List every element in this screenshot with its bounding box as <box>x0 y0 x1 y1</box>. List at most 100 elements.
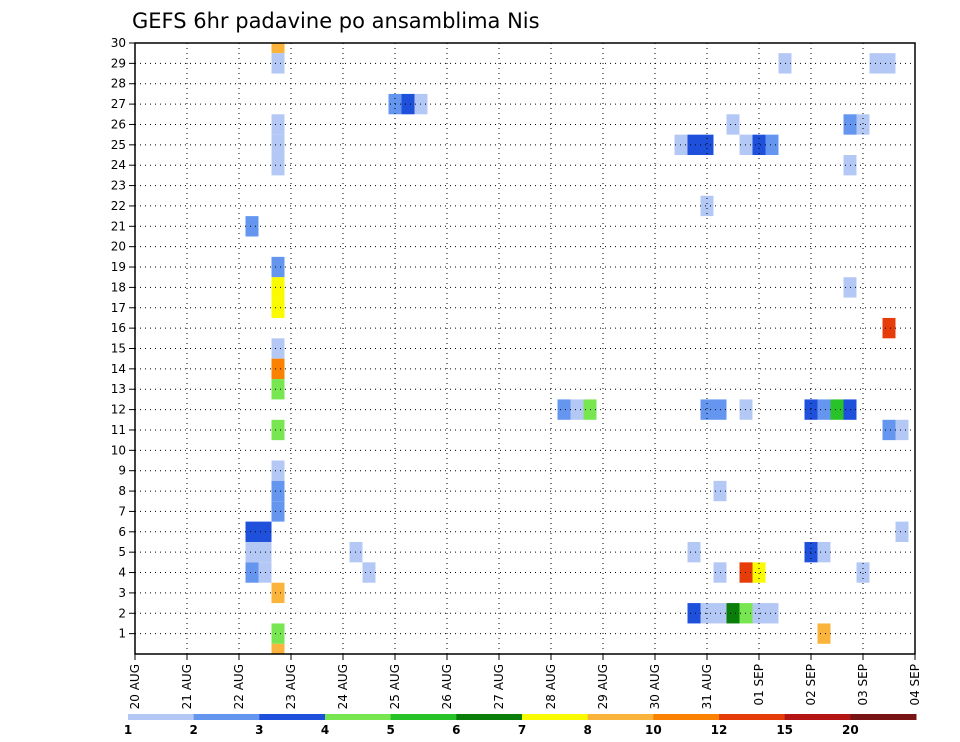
colorbar-swatch <box>587 714 654 720</box>
colorbar-label: 20 <box>842 723 859 737</box>
data-cell <box>271 277 285 298</box>
colorbar-swatch <box>456 714 523 720</box>
x-tick-label: 01 SEP <box>752 664 766 706</box>
y-axis: 1234567891011121314151617181920212223242… <box>111 36 135 641</box>
data-cell <box>765 603 779 624</box>
data-cell <box>687 134 701 156</box>
colorbar-swatch <box>259 714 326 720</box>
colorbar: 1 2 3 4 5 6 7 8 10 12 15 20 <box>124 714 917 737</box>
data-cell <box>271 358 285 380</box>
y-tick-label: 8 <box>118 484 126 498</box>
y-tick-label: 23 <box>111 179 126 193</box>
y-tick-label: 5 <box>118 545 126 559</box>
data-cell <box>271 297 285 318</box>
y-tick-label: 12 <box>111 403 126 417</box>
colorbar-label: 4 <box>321 723 329 737</box>
data-cells <box>245 43 909 654</box>
data-cell <box>830 399 844 420</box>
data-cell <box>882 419 896 441</box>
data-cell <box>362 562 376 583</box>
y-tick-label: 11 <box>111 423 126 437</box>
y-tick-label: 18 <box>111 280 126 294</box>
data-cell <box>271 53 285 74</box>
y-tick-label: 27 <box>111 97 126 111</box>
x-tick-label: 29 AUG <box>596 664 610 709</box>
y-tick-label: 26 <box>111 117 126 131</box>
data-cell <box>726 114 740 135</box>
y-tick-label: 28 <box>111 77 126 91</box>
x-tick-label: 24 AUG <box>336 664 350 709</box>
y-tick-label: 1 <box>118 627 126 641</box>
colorbar-label: 1 <box>124 723 132 737</box>
data-cell <box>687 603 701 624</box>
colorbar-swatch <box>390 714 457 720</box>
data-cell <box>856 562 870 583</box>
data-cell <box>557 399 571 420</box>
colorbar-label: 7 <box>518 723 526 737</box>
x-tick-label: 25 AUG <box>388 664 402 709</box>
x-tick-label: 04 SEP <box>908 664 922 706</box>
colorbar-swatch <box>653 714 720 720</box>
data-cell <box>752 134 766 156</box>
y-tick-label: 21 <box>111 219 126 233</box>
colorbar-label: 15 <box>776 723 793 737</box>
data-cell <box>687 541 701 563</box>
x-tick-label: 22 AUG <box>232 664 246 709</box>
data-cell <box>882 53 896 74</box>
data-cell <box>271 501 285 522</box>
data-cell <box>271 338 285 359</box>
data-cell <box>245 216 259 237</box>
colorbar-label: 5 <box>386 723 394 737</box>
colorbar-swatch <box>325 714 392 720</box>
y-tick-label: 17 <box>111 301 126 315</box>
data-cell <box>271 134 285 156</box>
colorbar-label: 10 <box>645 723 662 737</box>
y-tick-label: 15 <box>111 342 126 356</box>
colorbar-label: 6 <box>452 723 460 737</box>
data-cell <box>856 114 870 135</box>
y-tick-label: 7 <box>118 504 126 518</box>
data-cell <box>700 134 714 156</box>
data-cell <box>271 256 285 278</box>
y-tick-label: 6 <box>118 525 126 539</box>
y-tick-label: 24 <box>111 158 126 172</box>
data-cell <box>895 419 909 441</box>
y-tick-label: 2 <box>118 606 126 620</box>
chart-title: GEFS 6hr padavine po ansamblima Nis <box>132 9 540 33</box>
data-cell <box>726 603 740 624</box>
gridlines <box>135 43 915 654</box>
colorbar-label: 12 <box>711 723 728 737</box>
data-cell <box>271 43 285 54</box>
colorbar-label: 3 <box>255 723 263 737</box>
data-cell <box>817 623 831 644</box>
data-cell <box>271 155 285 176</box>
y-tick-label: 29 <box>111 56 126 70</box>
colorbar-swatch <box>719 714 786 720</box>
x-tick-label: 26 AUG <box>440 664 454 709</box>
x-tick-label: 27 AUG <box>492 664 506 709</box>
data-cell <box>271 623 285 644</box>
data-cell <box>271 643 285 654</box>
data-cell <box>271 460 285 481</box>
x-tick-label: 20 AUG <box>128 664 142 709</box>
data-cell <box>245 521 259 542</box>
y-tick-label: 9 <box>118 464 126 478</box>
y-tick-label: 25 <box>111 138 126 152</box>
y-tick-label: 22 <box>111 199 126 213</box>
data-cell <box>271 480 285 502</box>
data-cell <box>271 582 285 604</box>
data-cell <box>765 134 779 156</box>
colorbar-label: 8 <box>583 723 591 737</box>
x-tick-label: 21 AUG <box>180 664 194 709</box>
x-tick-label: 30 AUG <box>648 664 662 709</box>
x-tick-label: 03 SEP <box>856 664 870 706</box>
y-tick-label: 30 <box>111 36 126 50</box>
y-tick-label: 20 <box>111 240 126 254</box>
y-tick-label: 16 <box>111 321 126 335</box>
data-cell <box>752 562 766 583</box>
data-cell <box>570 399 584 420</box>
colorbar-swatch <box>522 714 589 720</box>
y-tick-label: 3 <box>118 586 126 600</box>
data-cell <box>401 93 415 115</box>
